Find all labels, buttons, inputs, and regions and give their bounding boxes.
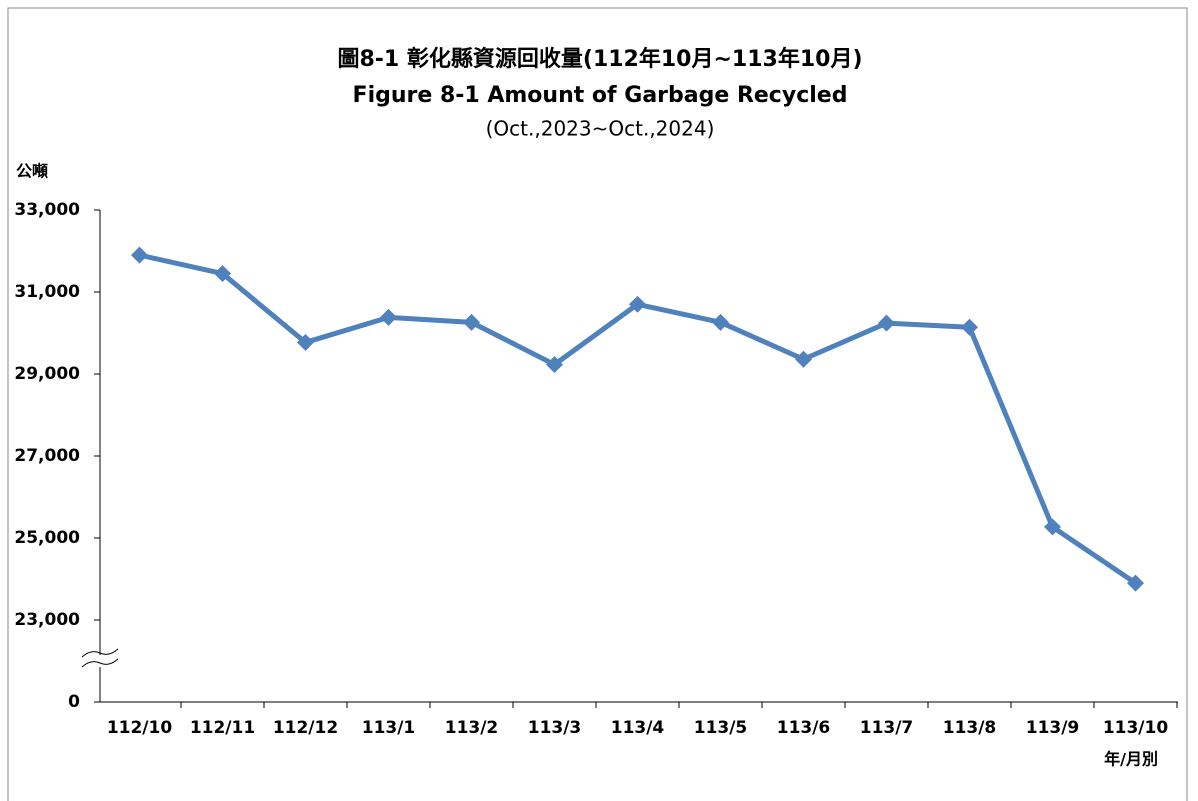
x-tick-label: 113/6 (777, 718, 831, 738)
y-tick-label: 31,000 (14, 282, 80, 302)
frame (7, 7, 1188, 801)
x-tick-label: 113/1 (362, 718, 416, 738)
data-point (1044, 518, 1061, 536)
data-point (712, 313, 729, 331)
x-tick-label: 113/5 (694, 718, 748, 738)
y-tick-label: 29,000 (14, 364, 80, 384)
data-point (961, 318, 978, 336)
x-tick-label: 113/10 (1103, 718, 1169, 738)
x-tick-label: 113/8 (943, 718, 997, 738)
y-tick-label: 0 (68, 692, 80, 712)
y-tick-label: 23,000 (14, 610, 80, 630)
data-point (131, 246, 148, 264)
data-point (1127, 574, 1144, 592)
x-tick-label: 112/10 (107, 718, 173, 738)
x-axis-label: 年/月別 (1104, 750, 1158, 769)
x-tick-label: 113/9 (1026, 718, 1080, 738)
x-tick-label: 112/11 (190, 718, 255, 738)
chart-title: 圖8-1 彰化縣資源回收量(112年10月~113年10月) (337, 46, 862, 72)
data-point (878, 314, 895, 332)
data-point (380, 308, 397, 326)
x-tick-label: 113/7 (860, 718, 914, 738)
data-point (546, 356, 563, 374)
y-tick-label: 25,000 (14, 528, 80, 548)
data-point (297, 333, 314, 351)
x-tick-label: 113/3 (528, 718, 582, 738)
x-tick-label: 113/4 (611, 718, 665, 738)
data-point (795, 350, 812, 368)
chart-subtitle: Figure 8-1 Amount of Garbage Recycled (353, 83, 848, 108)
y-tick-label: 27,000 (14, 446, 80, 466)
data-point (214, 265, 231, 283)
data-point (463, 313, 480, 331)
x-tick-label: 112/12 (273, 718, 338, 738)
axis-break (81, 648, 119, 668)
y-tick-label: 33,000 (14, 200, 80, 220)
data-point (629, 295, 646, 313)
x-tick-label: 113/2 (445, 718, 499, 738)
chart-period: (Oct.,2023~Oct.,2024) (486, 117, 715, 141)
y-axis-label: 公噸 (16, 162, 48, 181)
